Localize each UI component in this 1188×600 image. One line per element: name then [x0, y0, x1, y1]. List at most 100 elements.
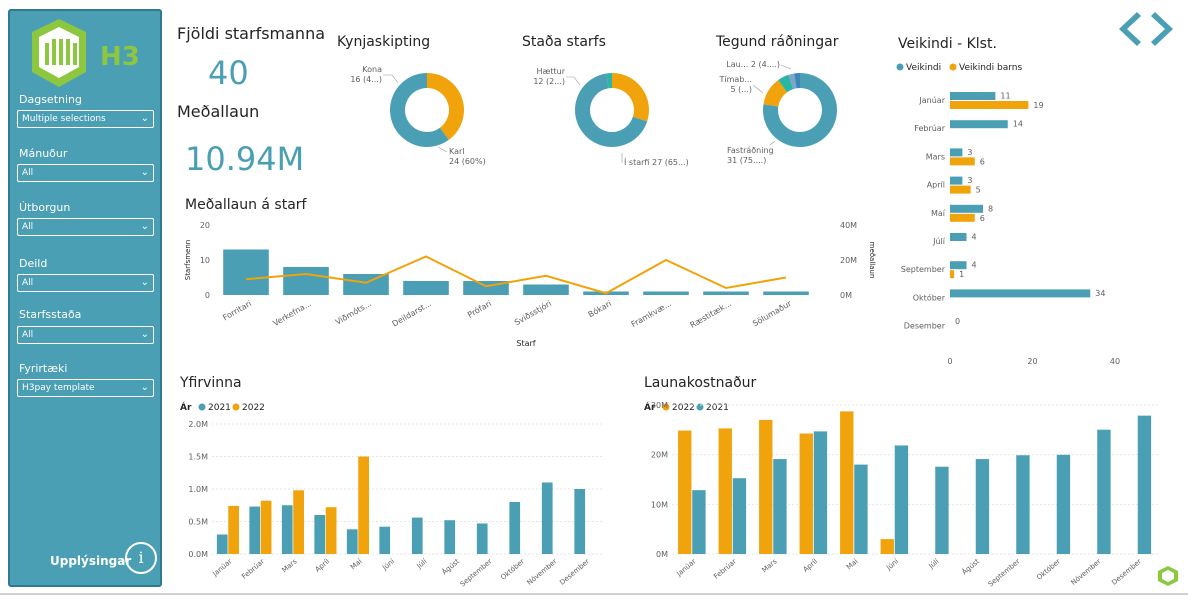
filter-select-manudur[interactable]: All ⌄ — [17, 164, 154, 182]
legend-label: Veikindi barns — [959, 63, 1022, 73]
legend-marker — [662, 403, 670, 411]
bar — [379, 526, 391, 554]
data-label: 3 — [967, 148, 972, 157]
bar — [314, 515, 326, 554]
y-tick-label: 0 — [205, 291, 210, 300]
bar — [293, 490, 304, 554]
legend-marker — [198, 403, 206, 411]
avg-salary-combo-chart: 0 10 20 0M 20M 40M Starfsmenn meðallaun Starf For… — [184, 221, 876, 348]
legend-title: Ár — [644, 401, 656, 413]
y-axis-title: Starfsmenn — [184, 240, 192, 280]
legend-title: Ár — [180, 401, 192, 413]
bar-veikindi — [950, 120, 1008, 129]
bar-veikindi — [950, 92, 996, 100]
bar — [773, 459, 787, 554]
legend-label: 2021 — [208, 403, 231, 413]
y-tick-label: 0.0M — [188, 550, 208, 559]
overtime-chart-title: Yfirvinna — [180, 375, 242, 391]
y-tick-label: Febrúar — [914, 124, 945, 133]
bar-veikindi — [950, 261, 967, 270]
x-axis-title: Starf — [516, 339, 535, 348]
bar — [894, 445, 909, 554]
info-icon[interactable]: i — [125, 542, 157, 574]
donut-slice — [612, 73, 649, 122]
donut-slice — [390, 73, 449, 147]
x-tick-label: Mars — [280, 557, 298, 574]
bar — [1097, 429, 1111, 554]
x-tick-label: Desember — [558, 557, 591, 586]
filter-sidebar: H3 Dagsetning Multiple selections ⌄ Mánuð… — [8, 9, 162, 587]
bar — [854, 464, 868, 554]
bar-veikindi-barns — [950, 213, 975, 222]
bar — [476, 523, 488, 554]
filter-select-dagsetning[interactable]: Multiple selections ⌄ — [17, 110, 154, 128]
donut-data-label: Í starfi 27 (65...) — [624, 156, 689, 167]
x-tick-label: Október — [1035, 557, 1062, 581]
y-tick-label: 1.5M — [188, 453, 208, 462]
legend-label: Veikindi — [906, 63, 941, 73]
bar — [643, 291, 689, 295]
donut-slice — [778, 74, 794, 93]
donut-data-label: Lau... 2 (4....) — [726, 60, 780, 69]
data-label: 4 — [972, 233, 977, 242]
donut-slice — [763, 73, 837, 147]
y-tick-label: 10 — [200, 256, 210, 265]
x-tick-label: Verkefna... — [271, 299, 313, 328]
y2-tick-label: 20M — [840, 256, 857, 265]
bar — [574, 489, 586, 554]
y-tick-label: Maí — [931, 209, 946, 218]
bar — [799, 433, 813, 554]
bar — [325, 507, 337, 554]
x-tick-label: Sölumaður — [751, 299, 794, 329]
donut-slice — [427, 73, 464, 140]
data-label: 1 — [959, 270, 964, 279]
donut-slice — [575, 73, 648, 147]
data-label: 6 — [980, 157, 985, 166]
leader-line — [769, 140, 776, 146]
bar — [228, 505, 239, 554]
status-chart-title: Staða starfs — [522, 34, 606, 50]
x-tick-label: Október — [499, 557, 526, 581]
labor-cost-bar-chart: Ár 2022 2021 0M 10M 20M 30M Janúar Febrúar Mars Ap… — [644, 401, 1158, 588]
chevron-right-icon[interactable] — [1151, 12, 1175, 46]
salary-kpi-value: 10.94M — [185, 140, 305, 178]
bar — [281, 505, 293, 554]
x-tick-label: Júlí — [415, 557, 430, 571]
info-label[interactable]: Upplýsingar — [50, 554, 132, 568]
bar-veikindi — [950, 148, 963, 157]
x-tick-label: Forritari — [221, 299, 253, 323]
filter-select-utborgun[interactable]: All ⌄ — [17, 218, 154, 236]
leader-line — [566, 76, 581, 86]
x-tick-label: Nóvember — [525, 557, 558, 587]
chevron-left-icon[interactable] — [1117, 12, 1141, 46]
avg-salary-chart-title: Meðallaun á starf — [185, 197, 307, 213]
x-tick-label: Janúar — [210, 557, 233, 578]
bar — [343, 274, 389, 295]
filter-select-starfsstada[interactable]: All ⌄ — [17, 326, 154, 344]
legend-marker — [896, 63, 904, 71]
legend-label: 2022 — [242, 403, 265, 413]
bar — [1016, 455, 1030, 554]
filter-select-fyrirtaeki[interactable]: H3pay template ⌄ — [17, 379, 154, 397]
salary-kpi-title: Meðallaun — [177, 102, 260, 121]
x-tick-label: Nóvember — [1069, 557, 1102, 587]
data-label: 34 — [1095, 289, 1105, 298]
filter-label-dagsetning: Dagsetning — [19, 93, 82, 106]
y2-tick-label: 0M — [840, 291, 852, 300]
bar — [1137, 415, 1152, 554]
filter-select-deild[interactable]: All ⌄ — [17, 274, 154, 292]
bar — [1056, 454, 1071, 554]
bar — [283, 267, 329, 295]
x-tick-label: Febrúar — [240, 557, 266, 580]
x-tick-label: Prófari — [466, 298, 493, 320]
bar — [840, 411, 854, 554]
bar — [260, 500, 272, 554]
x-tick-label: Júlí — [927, 557, 942, 571]
donut-data-label: Fastráðning — [727, 146, 774, 155]
bar-veikindi — [950, 204, 983, 213]
x-tick-label: 20 — [1027, 357, 1037, 366]
overtime-bar-chart: Ár 2021 2022 0.0M 0.5M 1.0M 1.5M 2.0M Janúar Febr… — [180, 401, 602, 588]
bar-veikindi-barns — [950, 185, 971, 194]
x-tick-label: Ágúst — [960, 556, 981, 576]
